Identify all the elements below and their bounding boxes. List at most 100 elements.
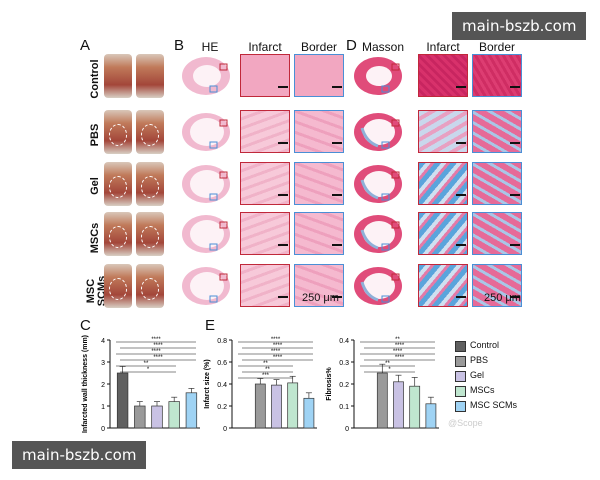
he-section xyxy=(182,57,230,95)
he-section xyxy=(182,165,230,203)
he-section xyxy=(182,113,230,151)
y-tick-label: 0.2 xyxy=(217,404,227,411)
infarct-outline xyxy=(109,124,127,146)
scale-bar xyxy=(510,194,520,196)
scale-bar xyxy=(510,142,520,144)
y-tick-label: 1 xyxy=(101,404,105,411)
masson-infarct-image xyxy=(418,54,468,97)
scale-bar xyxy=(278,296,288,298)
he-section xyxy=(182,215,230,253)
watermark-bottom: main-bszb.com xyxy=(12,441,147,469)
y-tick-label: 0 xyxy=(223,426,227,433)
legend-label: MSCs xyxy=(470,385,495,395)
masson-border-image xyxy=(472,162,522,205)
scale-bar xyxy=(278,86,288,88)
infarct-outline xyxy=(109,226,127,248)
panel-label-a: A xyxy=(80,37,91,54)
sig-label: **** xyxy=(395,355,405,361)
bar-gel xyxy=(151,405,163,429)
panel-label-e: E xyxy=(205,317,216,334)
col-head-border: Border xyxy=(300,40,338,54)
scale-bar xyxy=(278,142,288,144)
masson-border-image xyxy=(472,54,522,97)
he-infarct-image xyxy=(240,54,290,97)
sig-label: **** xyxy=(151,337,161,343)
scale-bar xyxy=(332,194,342,196)
sig-label: ** xyxy=(395,337,400,343)
infarct-outline xyxy=(109,278,127,300)
he-border-image xyxy=(294,162,344,205)
scale-bar xyxy=(510,244,520,246)
infarct-outline xyxy=(109,176,127,198)
y-axis-label: Fibrosis% xyxy=(326,366,333,400)
he-infarct-image xyxy=(240,212,290,255)
infarct-outline xyxy=(141,176,159,198)
masson-infarct-image xyxy=(418,212,468,255)
y-tick-label: 0.4 xyxy=(339,338,349,345)
sig-label: ** xyxy=(263,361,268,367)
he-section xyxy=(182,267,230,305)
y-tick-label: 0 xyxy=(101,426,105,433)
bar-mscs xyxy=(409,385,421,429)
col-head-infarct: Infarct xyxy=(248,40,282,54)
bar-msc-scms xyxy=(185,392,198,429)
he-infarct-image xyxy=(240,264,290,307)
legend-label: MSC SCMs xyxy=(470,400,517,410)
y-tick-label: 0.6 xyxy=(217,360,227,367)
bar-pbs xyxy=(376,372,388,429)
heart-photo xyxy=(104,212,132,256)
legend-label: Gel xyxy=(470,370,485,380)
bar-msc-scms xyxy=(303,397,315,429)
sig-label: **** xyxy=(393,349,403,355)
watermark-top: main-bszb.com xyxy=(452,12,587,40)
row-label-mscs: MSCs xyxy=(89,222,101,254)
y-tick-label: 0.8 xyxy=(217,338,227,345)
scale-bar xyxy=(456,244,466,246)
masson-section xyxy=(354,113,402,151)
row-label-control: Control xyxy=(89,59,101,99)
scale-bar xyxy=(456,142,466,144)
y-tick-label: 2 xyxy=(101,382,105,389)
legend-swatch xyxy=(455,371,466,382)
scale-bar xyxy=(456,86,466,88)
panel-label-b: B xyxy=(174,37,185,54)
masson-infarct-image xyxy=(418,162,468,205)
sig-label: **** xyxy=(153,343,163,349)
masson-border-image xyxy=(472,212,522,255)
sig-label: * xyxy=(388,367,391,373)
col-head-infarct-2: Infarct xyxy=(426,40,460,54)
he-infarct-image xyxy=(240,162,290,205)
sig-label: **** xyxy=(273,343,283,349)
y-tick-label: 0.3 xyxy=(339,360,349,367)
scale-bar xyxy=(456,194,466,196)
sig-label: ** xyxy=(265,367,270,373)
scale-bar xyxy=(332,86,342,88)
row-label-pbs: PBS xyxy=(89,123,101,147)
scale-bar xyxy=(332,142,342,144)
infarct-outline xyxy=(141,226,159,248)
scale-bar xyxy=(510,86,520,88)
infarct-outline xyxy=(141,124,159,146)
legend-swatch xyxy=(455,386,466,397)
bar-mscs xyxy=(168,401,180,429)
sig-label: **** xyxy=(273,355,283,361)
scale-bar xyxy=(278,244,288,246)
sig-label: * xyxy=(147,367,150,373)
sig-label: ** xyxy=(385,361,390,367)
heart-photo xyxy=(136,264,164,308)
faint-watermark: @Scope xyxy=(448,418,483,428)
he-border-image xyxy=(294,54,344,97)
scale-bar xyxy=(278,194,288,196)
legend-swatch xyxy=(455,401,466,412)
panel-label-c: C xyxy=(80,317,91,334)
heart-photo xyxy=(104,110,132,154)
y-tick-label: 0.1 xyxy=(339,404,349,411)
he-infarct-image xyxy=(240,110,290,153)
masson-border-image xyxy=(472,264,522,307)
infarct-outline xyxy=(141,278,159,300)
he-border-image xyxy=(294,264,344,307)
heart-photo xyxy=(136,110,164,154)
masson-section xyxy=(354,165,402,203)
